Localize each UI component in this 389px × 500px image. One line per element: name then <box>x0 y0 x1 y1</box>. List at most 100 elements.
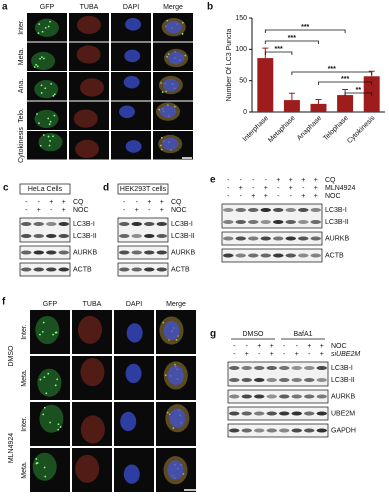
blot <box>227 406 329 421</box>
treatment-sign: + <box>270 351 274 358</box>
puncta <box>159 144 162 147</box>
puncta <box>47 135 50 138</box>
cell-signal <box>125 18 142 31</box>
band <box>229 366 240 370</box>
cell-signal <box>80 415 105 444</box>
band <box>248 253 259 258</box>
treatment-sign: + <box>62 207 66 214</box>
significance-label: *** <box>288 35 296 42</box>
band <box>229 394 240 399</box>
treatment-sign: - <box>240 193 243 200</box>
band <box>298 220 309 224</box>
band <box>273 236 284 241</box>
band-label: AURKB <box>73 249 97 256</box>
significance-label: *** <box>275 46 283 53</box>
treatment-sign: + <box>289 185 293 192</box>
puncta <box>48 144 51 147</box>
title-box <box>19 183 71 195</box>
treatment-sign: + <box>147 199 151 206</box>
cell-signal <box>73 109 98 128</box>
band-label: LC3B-I <box>171 221 193 228</box>
band <box>131 250 142 255</box>
significance-label: ** <box>356 87 362 94</box>
band <box>46 222 57 226</box>
puncta <box>49 120 52 123</box>
treatment-sign: - <box>265 177 268 184</box>
puncta <box>57 423 60 426</box>
band <box>248 236 259 241</box>
treatment-sign: + <box>257 343 261 350</box>
blot <box>221 231 323 246</box>
puncta <box>174 363 176 366</box>
row-label: Meta. <box>21 461 28 479</box>
treatment-sign: + <box>264 193 268 200</box>
band <box>156 250 167 255</box>
treatment-sign: - <box>136 199 139 206</box>
band <box>235 236 246 241</box>
band <box>291 411 302 416</box>
cell-signal <box>31 51 56 71</box>
row-label: Meta. <box>18 48 25 66</box>
column-header: Merge <box>166 301 186 308</box>
treatment-label: CQ <box>171 199 182 206</box>
cell-signal <box>35 315 60 345</box>
cell-signal <box>168 51 185 65</box>
band <box>279 394 290 399</box>
cell-signal <box>38 133 63 152</box>
cell-signal <box>120 411 137 432</box>
cell-signal <box>125 363 142 384</box>
cell-signal <box>37 368 62 397</box>
band <box>304 394 315 399</box>
blot <box>19 245 71 260</box>
band <box>58 267 69 272</box>
cell-signal <box>162 137 179 151</box>
bar <box>257 58 274 112</box>
puncta <box>57 428 60 431</box>
puncta <box>43 466 46 469</box>
blot <box>227 361 329 387</box>
band <box>254 378 265 382</box>
panel-label: f <box>2 297 6 308</box>
panel-label: d <box>103 183 109 194</box>
treatment-sign: - <box>123 207 126 214</box>
group-label: BafA1 <box>293 331 312 338</box>
significance-bracket <box>264 40 319 44</box>
band <box>58 222 69 226</box>
micrograph <box>27 131 67 160</box>
band-label: ACTB <box>171 266 190 273</box>
treatment-label: siUBE2M <box>331 351 360 358</box>
puncta <box>59 426 62 428</box>
band <box>254 411 265 416</box>
band <box>254 366 265 370</box>
puncta <box>181 21 184 24</box>
band <box>298 236 309 241</box>
treatment-sign: - <box>296 343 299 350</box>
band <box>241 394 252 399</box>
bar <box>337 95 354 112</box>
treatment-label: NOC <box>331 343 347 350</box>
cell-signal <box>119 105 136 119</box>
micrograph <box>27 72 67 101</box>
band <box>316 394 327 399</box>
band <box>21 234 32 238</box>
puncta <box>39 333 41 336</box>
treatment-sign: - <box>227 185 230 192</box>
band <box>46 267 57 272</box>
band <box>248 208 259 212</box>
band <box>260 253 271 258</box>
band <box>58 250 69 255</box>
treatment-sign: + <box>301 193 305 200</box>
cell-signal <box>162 78 179 92</box>
band-label: LC3B-II <box>73 233 97 240</box>
cell-signal <box>76 15 101 35</box>
band <box>156 267 167 272</box>
puncta <box>49 20 51 23</box>
row-label: Meta. <box>21 369 28 387</box>
puncta <box>166 411 169 414</box>
band-label: LC3B-I <box>331 365 353 372</box>
cell-signal <box>34 80 59 99</box>
micrograph <box>69 131 109 160</box>
band <box>235 220 246 224</box>
panel-label: g <box>210 329 216 340</box>
